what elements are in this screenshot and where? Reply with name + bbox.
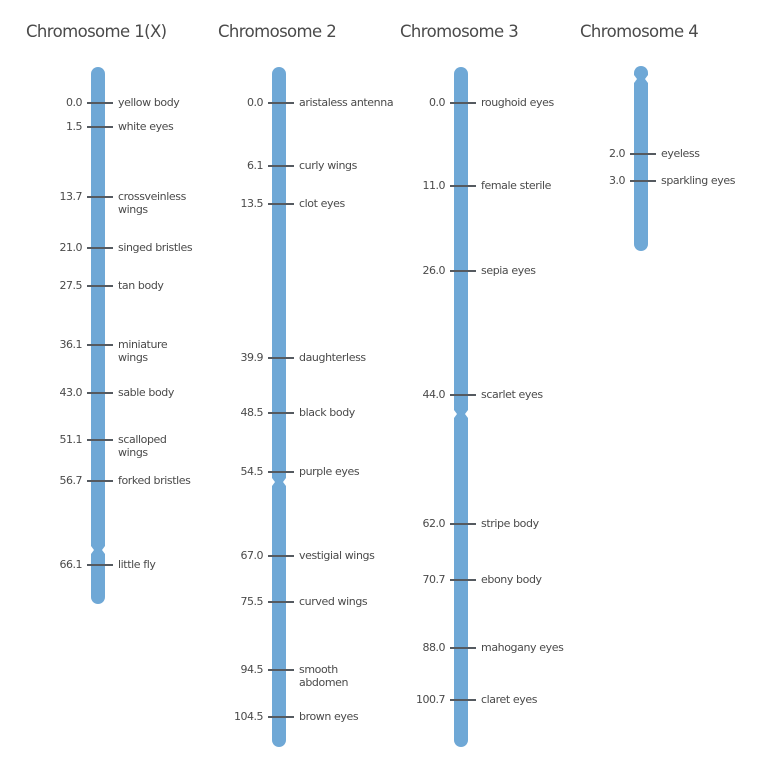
chromosome-3-title: Chromosome 3 — [400, 22, 519, 41]
tick-mark — [450, 102, 476, 104]
tick-mark — [268, 357, 294, 359]
chromosome-3-bar — [454, 67, 468, 747]
centromere-notch — [283, 478, 286, 486]
tick-mark — [450, 579, 476, 581]
centromere-notch — [91, 546, 94, 554]
tick-mark — [87, 285, 113, 287]
tick-mark — [630, 180, 656, 182]
tick-mark — [268, 716, 294, 718]
tick-mark — [268, 601, 294, 603]
tick-mark — [87, 439, 113, 441]
tick-mark — [87, 247, 113, 249]
tick-mark — [268, 669, 294, 671]
tick-mark — [268, 471, 294, 473]
centromere-notch — [465, 410, 468, 418]
tick-mark — [87, 196, 113, 198]
tick-mark — [87, 126, 113, 128]
chromosome-1-title: Chromosome 1(X) — [26, 22, 167, 41]
tick-mark — [268, 555, 294, 557]
chromosome-2-bar — [272, 67, 286, 747]
tick-mark — [268, 165, 294, 167]
tick-mark — [87, 102, 113, 104]
tick-mark — [450, 394, 476, 396]
tick-mark — [450, 270, 476, 272]
tick-mark — [87, 480, 113, 482]
chromosome-4-title: Chromosome 4 — [580, 22, 699, 41]
chromosome-4-bar — [634, 66, 648, 251]
centromere-notch — [645, 75, 648, 83]
tick-mark — [268, 203, 294, 205]
centromere-notch — [102, 546, 105, 554]
tick-mark — [450, 699, 476, 701]
tick-mark — [630, 153, 656, 155]
tick-mark — [268, 412, 294, 414]
tick-mark — [87, 392, 113, 394]
chromosome-1-bar — [91, 67, 105, 604]
centromere-notch — [272, 478, 275, 486]
tick-mark — [87, 344, 113, 346]
centromere-notch — [634, 75, 637, 83]
centromere-notch — [454, 410, 457, 418]
tick-mark — [87, 564, 113, 566]
tick-mark — [268, 102, 294, 104]
chromosome-2-title: Chromosome 2 — [218, 22, 337, 41]
tick-mark — [450, 185, 476, 187]
tick-mark — [450, 523, 476, 525]
tick-mark — [450, 647, 476, 649]
